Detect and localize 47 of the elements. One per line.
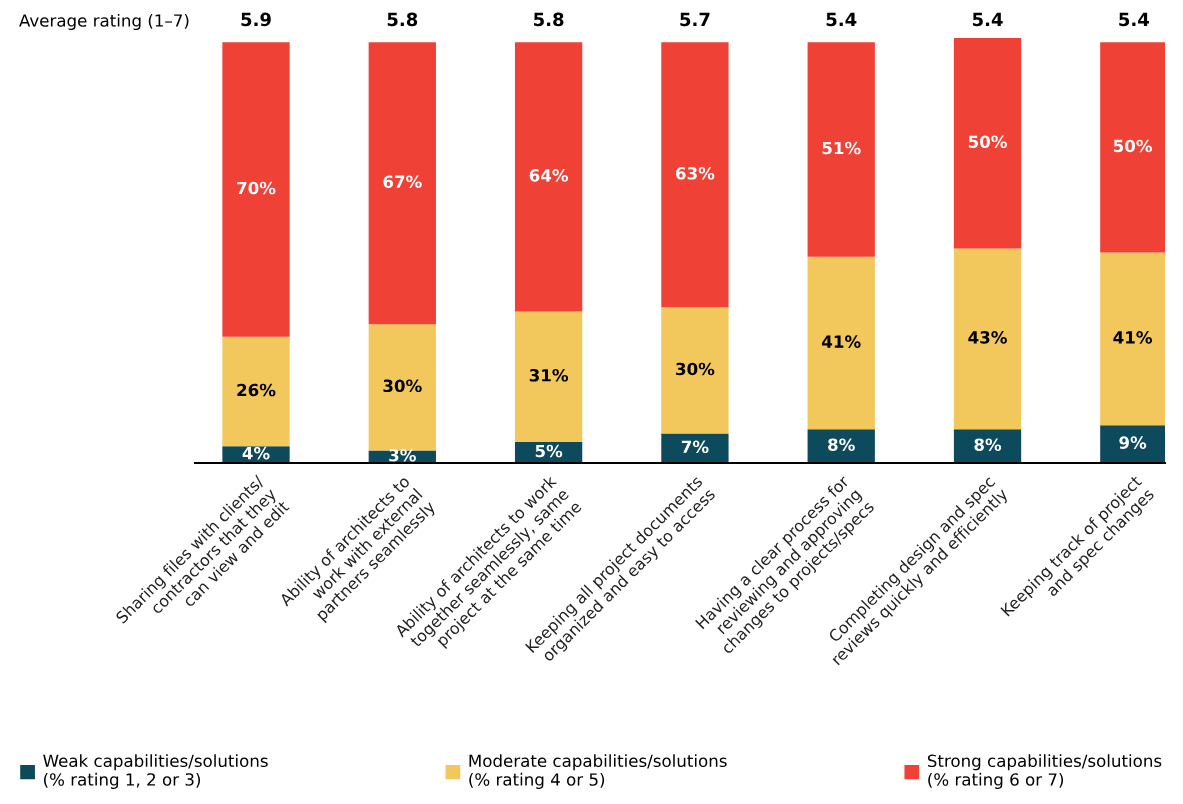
text: 5.4 xyxy=(826,12,857,27)
legend-label: Strong capabilities/solutions (% rating 6 or 7) xyxy=(927,754,1162,789)
data-label: 26% xyxy=(237,383,276,397)
bar xyxy=(953,38,1022,249)
data-label: 31% xyxy=(529,368,569,382)
data-label: 63% xyxy=(676,166,715,180)
bar xyxy=(807,256,875,430)
text: 5.7 xyxy=(680,12,710,27)
legend-label: Moderate capabilities/solutions (% rating 4 or 5) xyxy=(469,754,727,789)
data-label: 43% xyxy=(968,331,1007,344)
data-label: 4% xyxy=(242,446,270,460)
data-label: 64% xyxy=(529,169,569,182)
bar xyxy=(661,42,729,308)
data-label: 51% xyxy=(822,141,861,155)
data-label: 67% xyxy=(383,175,422,189)
text: 5.4 xyxy=(1119,12,1149,27)
bar xyxy=(953,248,1022,430)
text: 5.9 xyxy=(241,12,271,27)
text: 5.4 xyxy=(972,12,1003,27)
bar xyxy=(368,42,436,325)
data-label: 5% xyxy=(535,444,563,458)
data-label: 30% xyxy=(383,379,422,393)
bar xyxy=(514,311,583,442)
bar xyxy=(514,42,583,312)
data-label: 41% xyxy=(822,335,861,348)
text: 5.8 xyxy=(387,12,418,27)
data-label: 41% xyxy=(1113,331,1153,344)
legend-label: Weak capabilities/solutions (% rating 1, 2 or 3) xyxy=(43,754,268,789)
text: 5.8 xyxy=(534,12,564,27)
data-label: 8% xyxy=(828,438,855,451)
bar xyxy=(368,324,436,451)
bar xyxy=(661,433,729,463)
bar xyxy=(807,42,875,257)
data-label: 30% xyxy=(676,362,715,376)
data-label: 3% xyxy=(389,448,416,462)
bar xyxy=(953,429,1022,463)
bar xyxy=(661,307,729,434)
data-label: 7% xyxy=(681,440,709,454)
data-label: 50% xyxy=(968,135,1007,149)
data-label: 9% xyxy=(1119,436,1147,449)
data-label: 50% xyxy=(1113,139,1153,153)
data-label: 70% xyxy=(237,181,276,195)
bar xyxy=(807,429,875,463)
text: Average rating (1–7) xyxy=(19,13,189,31)
bar xyxy=(222,42,290,337)
bar xyxy=(222,336,290,447)
data-label: 8% xyxy=(974,438,1002,451)
